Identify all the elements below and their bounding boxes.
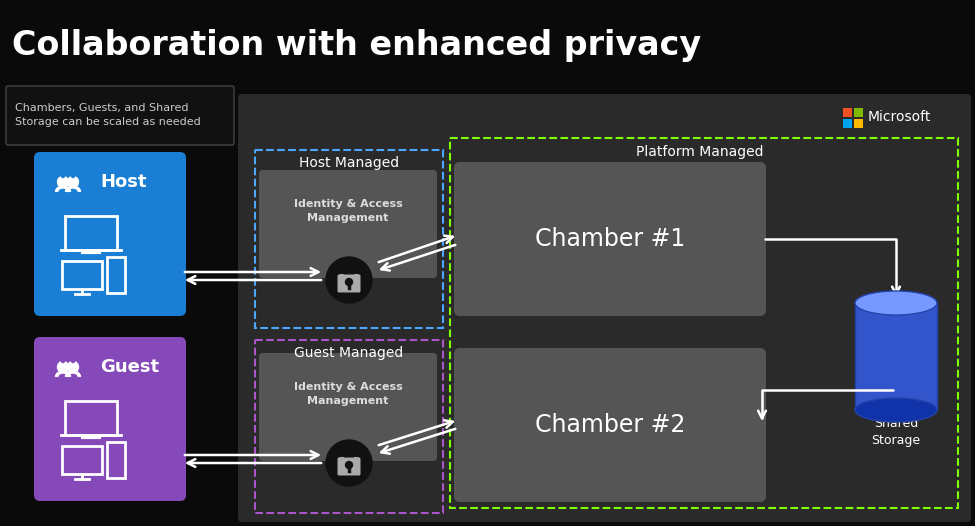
Circle shape (61, 175, 64, 177)
FancyBboxPatch shape (843, 108, 852, 117)
Circle shape (326, 257, 372, 303)
FancyBboxPatch shape (854, 119, 863, 128)
FancyBboxPatch shape (843, 119, 852, 128)
Circle shape (67, 361, 79, 372)
Text: Microsoft: Microsoft (868, 110, 931, 124)
FancyBboxPatch shape (34, 337, 186, 501)
Circle shape (71, 175, 74, 177)
FancyBboxPatch shape (6, 86, 234, 145)
Text: Platform Managed: Platform Managed (637, 145, 763, 159)
Circle shape (61, 359, 64, 362)
Circle shape (66, 172, 70, 176)
Text: Chambers, Guests, and Shared
Storage can be scaled as needed: Chambers, Guests, and Shared Storage can… (15, 103, 201, 127)
Text: Shared
Storage: Shared Storage (872, 417, 920, 447)
Text: Host Managed: Host Managed (299, 156, 399, 170)
Circle shape (58, 361, 68, 372)
FancyBboxPatch shape (454, 162, 766, 316)
Text: Guest Managed: Guest Managed (294, 346, 404, 360)
Text: Chamber #1: Chamber #1 (535, 227, 685, 251)
Circle shape (71, 359, 74, 362)
Circle shape (345, 461, 353, 469)
FancyBboxPatch shape (454, 348, 766, 502)
Circle shape (67, 177, 79, 187)
Text: Chamber #2: Chamber #2 (535, 413, 685, 437)
Text: Identity & Access
Management: Identity & Access Management (293, 199, 403, 222)
FancyBboxPatch shape (337, 275, 361, 292)
FancyBboxPatch shape (259, 170, 437, 278)
Circle shape (66, 357, 70, 361)
Text: Host: Host (100, 173, 146, 191)
Circle shape (345, 278, 353, 286)
Text: Guest: Guest (100, 358, 159, 376)
FancyBboxPatch shape (34, 152, 186, 316)
Text: Collaboration with enhanced privacy: Collaboration with enhanced privacy (12, 29, 701, 63)
Ellipse shape (855, 398, 937, 422)
FancyBboxPatch shape (259, 353, 437, 461)
Circle shape (326, 440, 372, 486)
FancyBboxPatch shape (337, 458, 361, 476)
FancyBboxPatch shape (855, 303, 937, 410)
Text: Identity & Access
Management: Identity & Access Management (293, 382, 403, 406)
Ellipse shape (855, 291, 937, 315)
FancyBboxPatch shape (238, 94, 971, 522)
FancyBboxPatch shape (854, 108, 863, 117)
Circle shape (58, 177, 68, 187)
